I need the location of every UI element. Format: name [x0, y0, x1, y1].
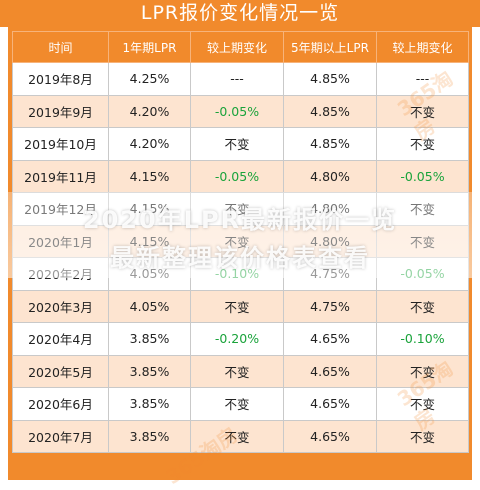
cell-date: 2020年4月 — [12, 322, 109, 356]
cell-lpr5: 4.75% — [283, 289, 377, 323]
cell-lpr1: 4.05% — [108, 289, 191, 323]
header-change1: 较上期变化 — [190, 31, 284, 63]
cell-change1: --- — [190, 62, 284, 96]
cell-date: 2020年5月 — [12, 354, 109, 388]
cell-change1: 不变 — [190, 289, 284, 323]
cell-lpr5: 4.65% — [283, 322, 377, 356]
cell-lpr5: 4.85% — [283, 62, 377, 96]
cell-date: 2019年10月 — [12, 127, 109, 161]
cell-change5: 不变 — [376, 354, 469, 388]
header-date: 时间 — [12, 31, 109, 63]
overlay-line-1: 2020年LPR最新报价一览 — [82, 206, 398, 234]
cell-change5: 不变 — [376, 387, 469, 421]
header-change5: 较上期变化 — [376, 31, 469, 63]
header-lpr5: 5年期以上LPR — [283, 31, 377, 63]
cell-change1: -0.20% — [190, 322, 284, 356]
cell-lpr1: 4.25% — [108, 62, 191, 96]
cell-date: 2020年3月 — [12, 289, 109, 323]
cell-lpr1: 4.20% — [108, 127, 191, 161]
cell-date: 2019年9月 — [12, 94, 109, 128]
page-title: LPR报价变化情况一览 — [0, 0, 480, 27]
cell-date: 2019年11月 — [12, 159, 109, 193]
table-row: 2020年3月 4.05% 不变 4.75% 不变 — [12, 289, 469, 323]
cell-change1: 不变 — [190, 354, 284, 388]
cell-change5: --- — [376, 62, 469, 96]
overlay-line-2: 最新整理该价格表查看 — [110, 244, 370, 272]
cell-lpr1: 3.85% — [108, 387, 191, 421]
table-row: 2019年11月 4.15% -0.05% 4.80% -0.05% — [12, 159, 469, 193]
cell-date: 2019年8月 — [12, 62, 109, 96]
cell-lpr1: 3.85% — [108, 322, 191, 356]
cell-change1: 不变 — [190, 419, 284, 453]
cell-lpr5: 4.80% — [283, 159, 377, 193]
table-row: 2019年9月 4.20% -0.05% 4.85% 不变 — [12, 94, 469, 128]
cell-change1: -0.05% — [190, 94, 284, 128]
cell-change5: 不变 — [376, 94, 469, 128]
header-row: 时间 1年期LPR 较上期变化 5年期以上LPR 较上期变化 — [12, 31, 469, 63]
cell-change1: 不变 — [190, 127, 284, 161]
cell-lpr5: 4.65% — [283, 387, 377, 421]
table-row: 2020年7月 3.85% 不变 4.65% 不变 — [12, 419, 469, 453]
cell-lpr1: 4.15% — [108, 159, 191, 193]
cell-date: 2020年6月 — [12, 387, 109, 421]
cell-change5: 不变 — [376, 419, 469, 453]
cell-change5: 不变 — [376, 289, 469, 323]
cell-date: 2020年7月 — [12, 419, 109, 453]
table-row: 2020年4月 3.85% -0.20% 4.65% -0.10% — [12, 322, 469, 356]
cell-change1: 不变 — [190, 387, 284, 421]
cell-lpr1: 4.20% — [108, 94, 191, 128]
table-row: 2020年6月 3.85% 不变 4.65% 不变 — [12, 387, 469, 421]
header-lpr1: 1年期LPR — [108, 31, 191, 63]
cell-change5: -0.05% — [376, 159, 469, 193]
overlay-banner: 2020年LPR最新报价一览 最新整理该价格表查看 — [0, 192, 480, 278]
cell-lpr1: 3.85% — [108, 419, 191, 453]
cell-change5: -0.10% — [376, 322, 469, 356]
cell-lpr5: 4.65% — [283, 354, 377, 388]
table-row: 2019年10月 4.20% 不变 4.85% 不变 — [12, 127, 469, 161]
table-row: 2019年8月 4.25% --- 4.85% --- — [12, 62, 469, 96]
cell-lpr5: 4.65% — [283, 419, 377, 453]
table-row: 2020年5月 3.85% 不变 4.65% 不变 — [12, 354, 469, 388]
cell-lpr1: 3.85% — [108, 354, 191, 388]
cell-lpr5: 4.85% — [283, 127, 377, 161]
cell-change1: -0.05% — [190, 159, 284, 193]
cell-lpr5: 4.85% — [283, 94, 377, 128]
